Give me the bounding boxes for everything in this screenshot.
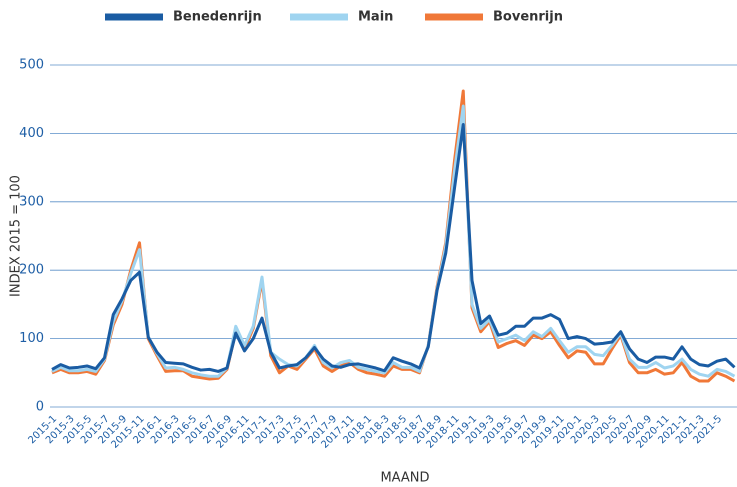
x-axis-label: MAAND bbox=[380, 471, 429, 486]
y-tick-label: 300 bbox=[19, 194, 44, 209]
y-tick-label: 100 bbox=[19, 331, 44, 346]
y-tick-label: 500 bbox=[19, 58, 44, 73]
y-tick-label: 400 bbox=[19, 126, 44, 141]
y-tick-label: 200 bbox=[19, 263, 44, 278]
y-tick-label: 0 bbox=[36, 400, 44, 415]
series-line bbox=[51, 104, 736, 378]
legend-label: Benedenrijn bbox=[173, 10, 262, 25]
series-line bbox=[51, 123, 736, 373]
y-axis-label: INDEX 2015 = 100 bbox=[9, 175, 24, 297]
series-line bbox=[51, 89, 736, 383]
legend-label: Main bbox=[358, 10, 393, 25]
legend-label: Bovenrijn bbox=[493, 10, 563, 25]
